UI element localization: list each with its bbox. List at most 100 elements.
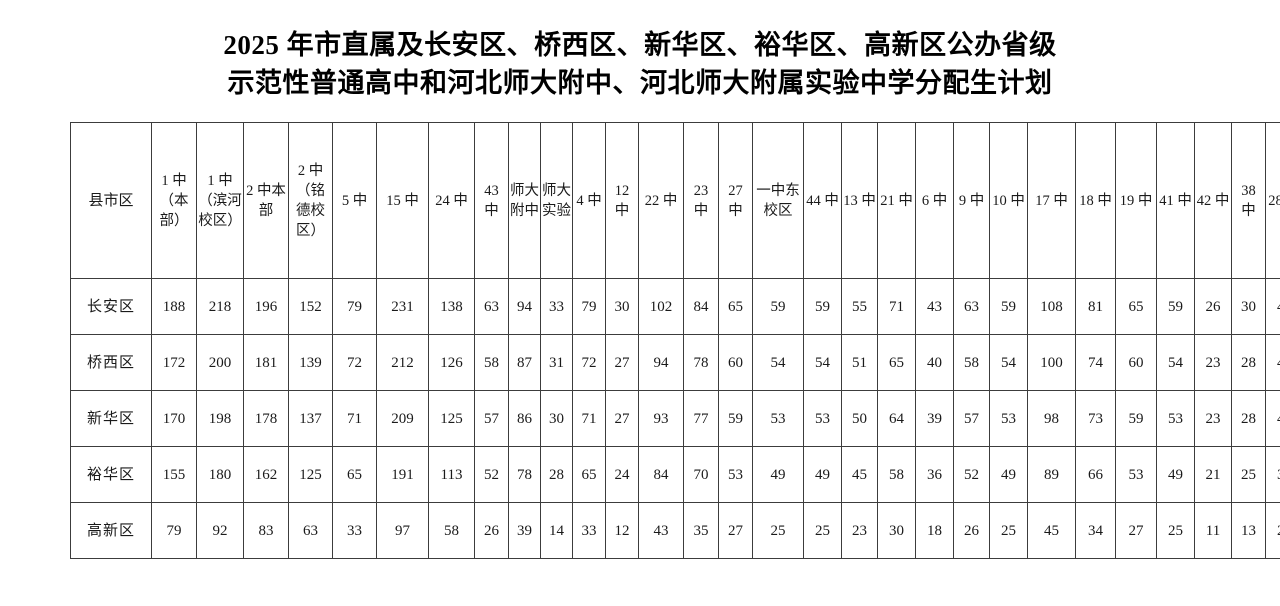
row-header-region: 裕华区 (70, 446, 152, 503)
column-header-school: 1 中（滨河校区） (196, 122, 244, 279)
table-cell-quota: 100 (1027, 334, 1076, 391)
table-cell-quota: 27 (605, 334, 639, 391)
table-cell-quota: 30 (1231, 278, 1266, 335)
table-cell-quota: 172 (151, 334, 197, 391)
table-cell-quota: 93 (638, 390, 684, 447)
table-cell-quota: 26 (474, 502, 509, 559)
table-cell-quota: 78 (683, 334, 719, 391)
column-header-school: 41 中 (1156, 122, 1195, 279)
table-cell-quota: 25 (1231, 446, 1266, 503)
table-cell-quota: 58 (428, 502, 475, 559)
table-cell-quota: 79 (332, 278, 377, 335)
table-cell-quota: 43 (915, 278, 954, 335)
table-cell-quota: 152 (288, 278, 333, 335)
table-cell-quota: 53 (1115, 446, 1157, 503)
table-cell-quota: 60 (1115, 334, 1157, 391)
table-cell-quota: 52 (474, 446, 509, 503)
table-cell-quota: 36 (915, 446, 954, 503)
table-cell-quota: 196 (243, 278, 289, 335)
table-cell-quota: 125 (288, 446, 333, 503)
table-cell-quota: 52 (953, 446, 990, 503)
distribution-plan-table: 县市区 1 中（本部） 1 中（滨河校区） 2 中本部 2 中（铭德校区） 5 中 15 中… (70, 122, 1280, 559)
column-header-school: 4 中 (572, 122, 606, 279)
column-header-school: 22 中 (638, 122, 684, 279)
table-cell-quota: 25 (989, 502, 1028, 559)
table-cell-quota: 70 (683, 446, 719, 503)
table-cell-quota: 31 (540, 334, 573, 391)
table-cell-quota: 26 (1194, 278, 1232, 335)
table-cell-quota: 47 (1265, 278, 1280, 335)
table-cell-quota: 18 (915, 502, 954, 559)
table-cell-quota: 33 (332, 502, 377, 559)
table-cell-quota: 125 (428, 390, 475, 447)
table-cell-quota: 86 (508, 390, 541, 447)
table-cell-quota: 30 (540, 390, 573, 447)
column-header-school: 9 中 (953, 122, 990, 279)
table-cell-quota: 113 (428, 446, 475, 503)
row-header-region: 桥西区 (70, 334, 152, 391)
column-header-school: 38 中 (1231, 122, 1266, 279)
table-cell-quota: 54 (1156, 334, 1195, 391)
column-header-school: 12 中 (605, 122, 639, 279)
table-cell-quota: 59 (1156, 278, 1195, 335)
table-cell-quota: 73 (1075, 390, 1116, 447)
table-cell-quota: 77 (683, 390, 719, 447)
table-cell-quota: 64 (877, 390, 916, 447)
table-cell-quota: 178 (243, 390, 289, 447)
table-cell-quota: 162 (243, 446, 289, 503)
table-cell-quota: 89 (1027, 446, 1076, 503)
table-cell-quota: 59 (718, 390, 753, 447)
table-cell-quota: 98 (1027, 390, 1076, 447)
table-cell-quota: 83 (243, 502, 289, 559)
column-header-school: 师大附中 (508, 122, 541, 279)
column-header-school: 43 中 (474, 122, 509, 279)
table-cell-quota: 59 (803, 278, 842, 335)
table-cell-quota: 25 (752, 502, 804, 559)
table-cell-quota: 65 (877, 334, 916, 391)
table-cell-quota: 23 (1194, 334, 1232, 391)
table-cell-quota: 49 (1156, 446, 1195, 503)
table-cell-quota: 87 (508, 334, 541, 391)
table-cell-quota: 45 (1027, 502, 1076, 559)
column-header-school: 10 中 (989, 122, 1028, 279)
table-cell-quota: 51 (841, 334, 878, 391)
table-body: 长安区 188 218 196 152 79 231 138 63 94 33 79 30 102 84 65… (70, 278, 1280, 559)
table-cell-quota: 57 (953, 390, 990, 447)
table-cell-quota: 170 (151, 390, 197, 447)
table-cell-quota: 198 (196, 390, 244, 447)
table-cell-quota: 27 (605, 390, 639, 447)
table-cell-quota: 63 (288, 502, 333, 559)
table-cell-quota: 59 (1115, 390, 1157, 447)
table-cell-quota: 181 (243, 334, 289, 391)
column-header-school: 44 中 (803, 122, 842, 279)
table-cell-quota: 84 (638, 446, 684, 503)
table-cell-quota: 200 (196, 334, 244, 391)
table-cell-quota: 65 (332, 446, 377, 503)
table-cell-quota: 26 (953, 502, 990, 559)
table-cell-quota: 65 (572, 446, 606, 503)
table-cell-quota: 25 (1156, 502, 1195, 559)
column-header-school: 28 中 (1265, 122, 1280, 279)
table-cell-quota: 23 (841, 502, 878, 559)
table-cell-quota: 63 (474, 278, 509, 335)
table-cell-quota: 33 (540, 278, 573, 335)
table-cell-quota: 43 (1265, 334, 1280, 391)
table-header: 县市区 1 中（本部） 1 中（滨河校区） 2 中本部 2 中（铭德校区） 5 中 15 中… (70, 122, 1280, 279)
table-cell-quota: 28 (1231, 334, 1266, 391)
column-header-school: 18 中 (1075, 122, 1116, 279)
table-cell-quota: 191 (376, 446, 429, 503)
table-cell-quota: 12 (605, 502, 639, 559)
table-cell-quota: 65 (1115, 278, 1157, 335)
table-cell-quota: 43 (1265, 390, 1280, 447)
table-cell-quota: 78 (508, 446, 541, 503)
table-cell-quota: 53 (752, 390, 804, 447)
table-cell-quota: 49 (989, 446, 1028, 503)
table-cell-quota: 81 (1075, 278, 1116, 335)
table-cell-quota: 53 (1156, 390, 1195, 447)
table-row: 新华区 170 198 178 137 71 209 125 57 86 30 71 27 93 77 59 5… (70, 390, 1280, 447)
table-cell-quota: 49 (752, 446, 804, 503)
table-cell-quota: 45 (841, 446, 878, 503)
column-header-school: 1 中（本部） (151, 122, 197, 279)
column-header-region: 县市区 (70, 122, 152, 279)
